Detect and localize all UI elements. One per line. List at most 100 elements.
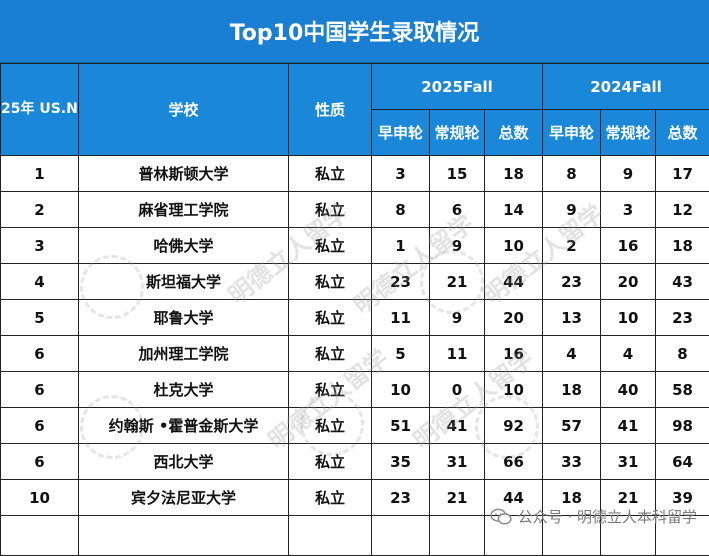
regular-2024-cell: 16 [601,228,656,264]
school-cell: 麻省理工学院 [79,192,289,228]
regular-2025-cell: 11 [430,336,485,372]
school-cell: 杜克大学 [79,372,289,408]
school-cell: 斯坦福大学 [79,264,289,300]
early-2025-cell: 3 [372,156,430,192]
total-2025-cell: 92 [485,408,543,444]
type-cell: 私立 [289,444,372,480]
total-2025-cell: 10 [485,372,543,408]
total-2024-cell: 23 [656,300,709,336]
regular-2025-cell: 0 [430,372,485,408]
early-2024-cell: 4 [543,336,601,372]
header-regular-2025: 常规轮 [430,110,485,156]
header-total-2024: 总数 [656,110,709,156]
table-row: 6 约翰斯 •霍普金斯大学 私立 51 41 92 57 41 98 [1,408,709,444]
header-early-2025: 早申轮 [372,110,430,156]
early-2024-cell: 2 [543,228,601,264]
table-row: 3 哈佛大学 私立 1 9 10 2 16 18 [1,228,709,264]
rank-cell: 2 [1,192,79,228]
footer-watermark: 公众号 · 明德立人本科留学 [490,506,697,527]
early-2025-cell: 10 [372,372,430,408]
table-row: 4 斯坦福大学 私立 23 21 44 23 20 43 [1,264,709,300]
total-2025-cell: 14 [485,192,543,228]
regular-2025-cell: 21 [430,264,485,300]
rank-cell: 6 [1,336,79,372]
total-2024-cell: 43 [656,264,709,300]
rank-cell: 6 [1,408,79,444]
rank-cell: 6 [1,444,79,480]
rank-cell: 4 [1,264,79,300]
regular-2025-cell: 9 [430,228,485,264]
early-2024-cell: 23 [543,264,601,300]
regular-2025-cell: 31 [430,444,485,480]
table-row: 5 耶鲁大学 私立 11 9 20 13 10 23 [1,300,709,336]
type-cell: 私立 [289,372,372,408]
regular-2025-cell: 15 [430,156,485,192]
early-2025-cell: 11 [372,300,430,336]
total-2024-cell: 17 [656,156,709,192]
early-2024-cell: 57 [543,408,601,444]
total-2025-cell: 10 [485,228,543,264]
header-2024fall: 2024Fall [543,64,709,110]
rank-cell: 10 [1,480,79,516]
early-2024-cell: 33 [543,444,601,480]
type-cell: 私立 [289,228,372,264]
table-row: 1 普林斯顿大学 私立 3 15 18 8 9 17 [1,156,709,192]
school-cell: 西北大学 [79,444,289,480]
type-cell: 私立 [289,336,372,372]
wechat-icon [490,508,512,526]
early-2025-cell: 5 [372,336,430,372]
school-cell: 普林斯顿大学 [79,156,289,192]
admissions-table: 25年 US.News综排 学校 性质 2025Fall 2024Fall 早申… [0,63,709,556]
header-type: 性质 [289,64,372,156]
total-2025-cell: 16 [485,336,543,372]
regular-2025-cell: 9 [430,300,485,336]
total-2025-cell: 66 [485,444,543,480]
header-early-2024: 早申轮 [543,110,601,156]
early-2025-cell: 23 [372,264,430,300]
regular-2024-cell: 20 [601,264,656,300]
early-2024-cell: 18 [543,372,601,408]
type-cell: 私立 [289,300,372,336]
school-cell: 哈佛大学 [79,228,289,264]
total-2025-cell: 18 [485,156,543,192]
total-2025-cell: 44 [485,264,543,300]
regular-2024-cell: 4 [601,336,656,372]
footer-watermark-text: 公众号 · 明德立人本科留学 [518,506,697,527]
header-2025fall: 2025Fall [372,64,543,110]
early-2024-cell: 13 [543,300,601,336]
regular-2025-cell: 6 [430,192,485,228]
total-2024-cell: 64 [656,444,709,480]
table-row: 6 杜克大学 私立 10 0 10 18 40 58 [1,372,709,408]
regular-2024-cell: 9 [601,156,656,192]
total-2024-cell: 8 [656,336,709,372]
school-cell: 宾夕法尼亚大学 [79,480,289,516]
table-row: 6 西北大学 私立 35 31 66 33 31 64 [1,444,709,480]
total-2024-cell: 18 [656,228,709,264]
early-2025-cell: 35 [372,444,430,480]
total-2024-cell: 58 [656,372,709,408]
header-regular-2024: 常规轮 [601,110,656,156]
type-cell: 私立 [289,192,372,228]
type-cell: 私立 [289,480,372,516]
type-cell: 私立 [289,264,372,300]
page-title: Top10中国学生录取情况 [0,0,709,63]
early-2025-cell: 8 [372,192,430,228]
early-2024-cell: 9 [543,192,601,228]
early-2024-cell: 8 [543,156,601,192]
regular-2024-cell: 10 [601,300,656,336]
school-cell: 耶鲁大学 [79,300,289,336]
early-2025-cell: 1 [372,228,430,264]
header-total-2025: 总数 [485,110,543,156]
header-school: 学校 [79,64,289,156]
regular-2024-cell: 31 [601,444,656,480]
regular-2025-cell: 21 [430,480,485,516]
total-2025-cell: 20 [485,300,543,336]
table-row: 2 麻省理工学院 私立 8 6 14 9 3 12 [1,192,709,228]
rank-cell: 6 [1,372,79,408]
total-2024-cell: 12 [656,192,709,228]
type-cell: 私立 [289,156,372,192]
table-row: 6 加州理工学院 私立 5 11 16 4 4 8 [1,336,709,372]
regular-2024-cell: 40 [601,372,656,408]
type-cell: 私立 [289,408,372,444]
rank-cell: 5 [1,300,79,336]
